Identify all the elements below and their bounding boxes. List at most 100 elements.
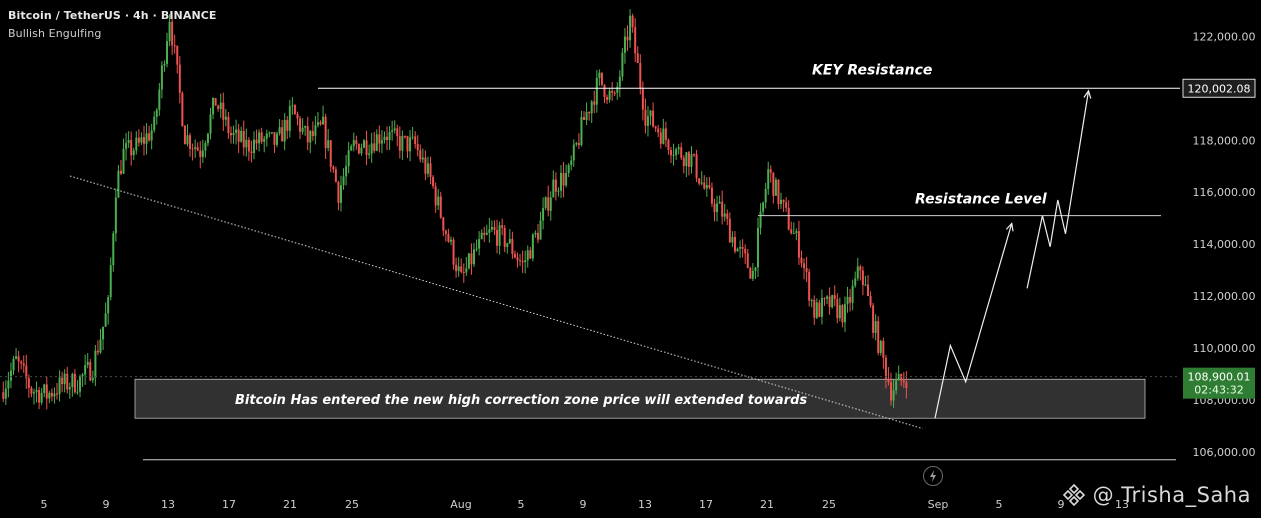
x-tick-label: Sep xyxy=(928,498,949,511)
candle-body xyxy=(606,97,609,100)
candle-body xyxy=(813,300,816,318)
candle-body xyxy=(726,213,729,219)
candle-body xyxy=(288,106,291,131)
candle-body xyxy=(731,236,734,243)
go-to-realtime-button[interactable] xyxy=(923,466,943,486)
candle-body xyxy=(646,116,649,126)
countdown-text: 02:43:32 xyxy=(1194,384,1243,397)
candle-body xyxy=(511,238,514,254)
candle-body xyxy=(127,140,130,144)
candle-body xyxy=(859,266,862,271)
candle-body xyxy=(657,128,660,133)
candle-body xyxy=(189,135,192,149)
candle-body xyxy=(352,140,355,147)
candle-body xyxy=(363,140,366,148)
candle-body xyxy=(721,201,724,217)
candle-body xyxy=(498,225,501,246)
candle-body xyxy=(544,197,547,209)
candle-body xyxy=(61,377,64,385)
candle-body xyxy=(398,136,401,151)
candle-body xyxy=(759,211,762,229)
candle-body xyxy=(2,392,5,399)
x-tick-label: 21 xyxy=(283,498,297,511)
candle-body xyxy=(393,128,396,131)
candle-body xyxy=(503,227,506,247)
candle-body xyxy=(35,390,38,393)
candle-body xyxy=(17,356,20,362)
candle-body xyxy=(56,393,59,395)
candle-body xyxy=(327,140,330,149)
x-tick-label: 17 xyxy=(699,498,713,511)
candle-body xyxy=(222,102,225,120)
candle-body xyxy=(756,228,759,268)
candle-body xyxy=(828,296,831,308)
candle-body xyxy=(723,213,726,217)
candle-body xyxy=(240,130,243,142)
candle-body xyxy=(347,150,350,167)
candle-body xyxy=(890,382,893,401)
axis-layer[interactable]: 122,000.00120,000.00118,000.00116,000.00… xyxy=(41,30,1256,511)
symbol-title[interactable]: Bitcoin / TetherUS · 4h · BINANCE xyxy=(8,9,217,22)
candle-body xyxy=(337,181,340,203)
candle-body xyxy=(301,127,304,132)
candle-body xyxy=(823,298,826,300)
candle-body xyxy=(199,150,202,157)
candle-body xyxy=(283,119,286,142)
candle-body xyxy=(552,179,555,198)
candle-body xyxy=(854,278,857,286)
x-tick-label: 9 xyxy=(103,498,110,511)
last-price-tag xyxy=(1183,367,1255,399)
candle-body xyxy=(483,232,486,235)
candle-body xyxy=(470,253,473,265)
candle-body xyxy=(63,373,66,385)
candle-body xyxy=(710,187,713,204)
candle-body xyxy=(588,112,591,114)
candle-body xyxy=(583,116,586,120)
candle-body xyxy=(368,153,371,155)
candle-body xyxy=(309,130,312,143)
candle-body xyxy=(406,136,409,152)
candle-body xyxy=(777,179,780,205)
x-tick-label: 25 xyxy=(345,498,359,511)
candle-body xyxy=(419,150,422,160)
candle-body xyxy=(800,257,803,264)
candle-body xyxy=(247,139,250,152)
candle-body xyxy=(58,377,61,395)
candle-body xyxy=(304,126,307,128)
candle-body xyxy=(437,196,440,206)
resistance-level-label: Resistance Level xyxy=(915,192,1047,208)
candle-body xyxy=(260,132,263,142)
candle-body xyxy=(25,365,28,379)
candle-body xyxy=(186,135,189,145)
candle-body xyxy=(293,105,296,115)
candle-body xyxy=(48,392,51,399)
candle-body xyxy=(460,266,463,272)
candle-body xyxy=(895,380,898,391)
candle-body xyxy=(258,132,261,144)
candle-body xyxy=(641,87,644,110)
candle-body xyxy=(237,129,240,142)
candle-body xyxy=(15,356,18,359)
candle-body xyxy=(76,391,79,393)
candle-body xyxy=(700,182,703,184)
last-price-text: 108,900.01 xyxy=(1188,371,1251,384)
candle-body xyxy=(838,305,841,319)
candle-body xyxy=(137,137,140,143)
candle-body xyxy=(856,266,859,279)
candle-body xyxy=(708,185,711,188)
candle-body xyxy=(672,154,675,156)
candle-body xyxy=(772,172,775,196)
candle-body xyxy=(299,118,302,132)
candle-body xyxy=(273,132,276,145)
candle-body xyxy=(196,147,199,151)
candle-body xyxy=(575,143,578,145)
candle-body xyxy=(455,264,458,272)
candle-body xyxy=(357,143,360,154)
candle-body xyxy=(488,229,491,233)
projection-arrow-1 xyxy=(934,223,1013,419)
candle-body xyxy=(493,226,496,230)
candle-body xyxy=(329,140,332,167)
candle-body xyxy=(429,163,432,177)
candle-body xyxy=(764,188,767,203)
